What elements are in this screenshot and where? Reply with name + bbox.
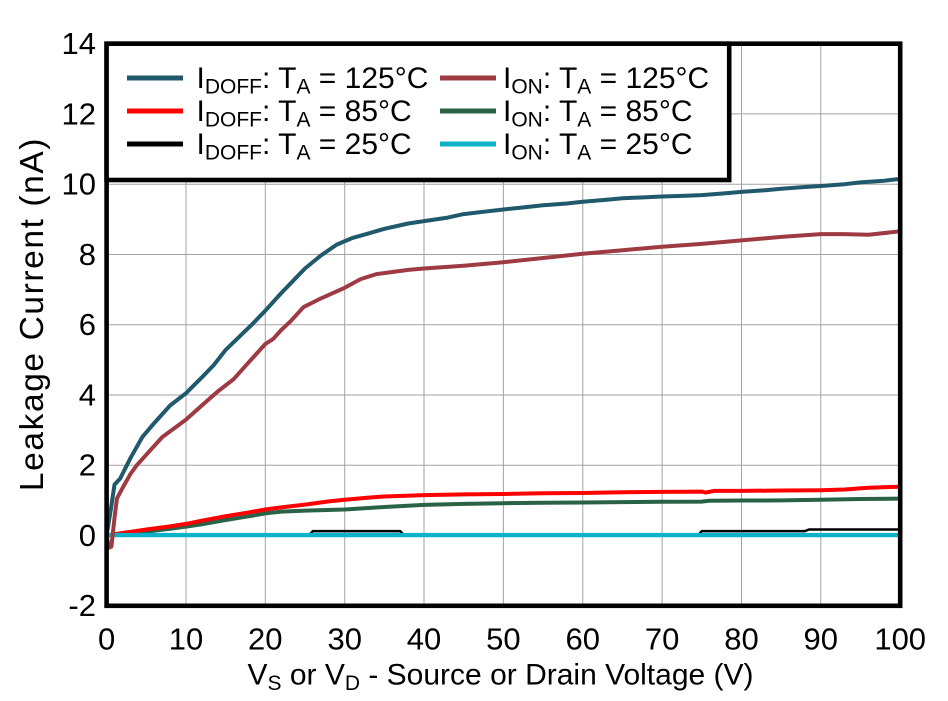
- svg-text:12: 12: [62, 96, 96, 131]
- svg-text:6: 6: [79, 307, 96, 342]
- svg-text:40: 40: [407, 622, 441, 657]
- svg-text:IDOFF: TA = 125°C: IDOFF: TA = 125°C: [197, 62, 429, 99]
- svg-text:10: 10: [169, 622, 203, 657]
- svg-text:ION: TA = 25°C: ION: TA = 25°C: [503, 128, 693, 165]
- svg-text:2: 2: [79, 448, 96, 483]
- svg-text:ION: TA = 85°C: ION: TA = 85°C: [503, 95, 693, 132]
- svg-text:8: 8: [79, 237, 96, 272]
- svg-text:-2: -2: [68, 588, 96, 623]
- svg-text:VS or VD - Source or Drain Vol: VS or VD - Source or Drain Voltage (V): [247, 658, 753, 695]
- svg-text:80: 80: [724, 622, 758, 657]
- svg-text:100: 100: [874, 622, 926, 657]
- svg-text:90: 90: [804, 622, 838, 657]
- svg-text:14: 14: [62, 26, 96, 61]
- svg-text:4: 4: [79, 377, 96, 412]
- svg-text:ION: TA = 125°C: ION: TA = 125°C: [503, 62, 709, 99]
- svg-text:Leakage Current (nA): Leakage Current (nA): [14, 137, 51, 491]
- svg-text:0: 0: [79, 518, 96, 553]
- svg-text:60: 60: [566, 622, 600, 657]
- svg-text:50: 50: [486, 622, 520, 657]
- svg-text:0: 0: [98, 622, 115, 657]
- svg-text:20: 20: [248, 622, 282, 657]
- svg-text:70: 70: [645, 622, 679, 657]
- svg-text:30: 30: [327, 622, 361, 657]
- svg-text:10: 10: [62, 167, 96, 202]
